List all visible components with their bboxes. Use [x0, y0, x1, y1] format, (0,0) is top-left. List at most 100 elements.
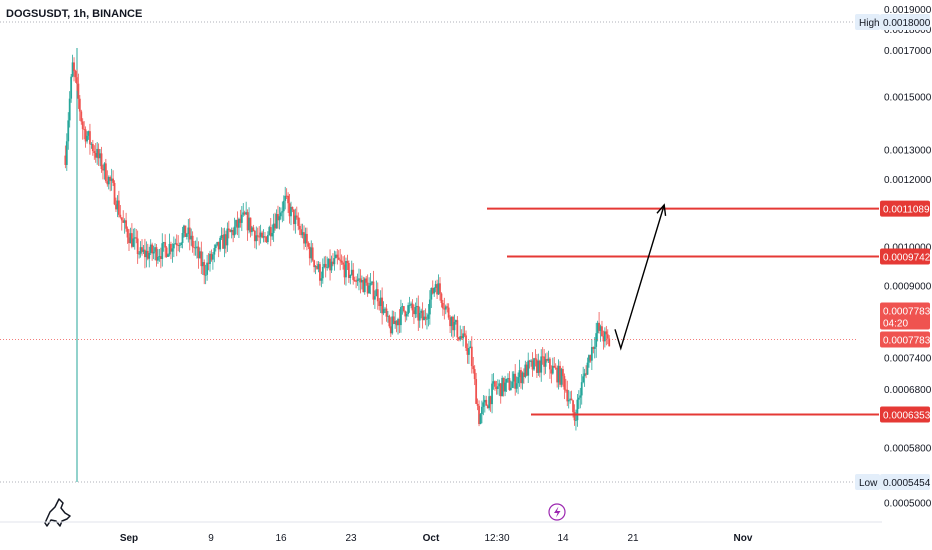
candle-body — [371, 281, 373, 283]
candle-body — [115, 204, 117, 210]
candle-body — [546, 358, 548, 361]
candle-body — [230, 230, 233, 232]
candle-body — [605, 331, 608, 335]
candle-body — [152, 251, 155, 254]
candle-body — [323, 263, 326, 268]
candle-body — [352, 269, 355, 280]
candle-body — [128, 237, 130, 244]
candle-body — [198, 251, 201, 258]
candle-body — [200, 251, 203, 267]
level-price-badge — [880, 406, 930, 423]
y-tick-label: 0.0017000 — [884, 46, 932, 57]
candle-body — [551, 365, 554, 374]
candle-body — [282, 200, 285, 212]
candle-body — [400, 307, 402, 326]
candle-body — [74, 71, 77, 78]
candle-body — [491, 383, 493, 405]
candle-body — [151, 244, 154, 254]
x-tick-label: 23 — [345, 533, 357, 544]
candle-body — [446, 306, 449, 308]
candle-body — [197, 246, 200, 258]
candle-body — [365, 278, 368, 283]
candle-body — [431, 288, 434, 294]
candle-body — [211, 254, 214, 260]
candle-body — [94, 152, 97, 158]
candle-body — [473, 369, 476, 380]
candle-body — [252, 227, 255, 231]
candle-body — [541, 356, 544, 358]
candle-body — [468, 348, 470, 355]
candle-body — [521, 372, 524, 384]
candle-body — [274, 223, 276, 229]
candle-body — [129, 233, 132, 244]
candle-body — [259, 232, 262, 237]
candle-body — [107, 177, 110, 185]
candle-body — [450, 316, 453, 327]
candle-body — [398, 319, 401, 326]
candle-body — [240, 214, 243, 223]
candle-body — [488, 396, 491, 409]
high-price-label: 0.0018000 — [883, 18, 931, 29]
candle-body — [227, 228, 230, 231]
candle-body — [314, 266, 317, 268]
candle-body — [146, 250, 149, 259]
candle-body — [570, 398, 573, 401]
candle-body — [410, 303, 412, 306]
candle-body — [249, 217, 252, 233]
candle-body — [534, 358, 537, 360]
candle-body — [175, 243, 178, 246]
candle-body — [547, 358, 550, 361]
candle-body — [436, 284, 438, 295]
candle-body — [213, 248, 216, 255]
x-tick-label: 14 — [557, 533, 569, 544]
candle-body — [256, 235, 259, 237]
candle-body — [401, 306, 404, 308]
y-tick-label: 0.0005800 — [884, 444, 932, 455]
candle-body — [582, 376, 585, 383]
candle-body — [465, 335, 467, 348]
high-price-badge — [880, 14, 930, 30]
candle-body — [363, 278, 366, 293]
candle-body — [533, 358, 535, 370]
candle-body — [97, 148, 100, 159]
x-tick-label: 21 — [627, 533, 639, 544]
candle-body — [290, 206, 292, 217]
candle-body — [261, 232, 263, 238]
candle-body — [291, 206, 294, 210]
candle-body — [203, 262, 206, 276]
candle-body — [598, 322, 600, 331]
candle-body — [494, 381, 496, 387]
candle-body — [158, 256, 161, 258]
high-label-badge — [855, 14, 880, 30]
candle-body — [139, 247, 142, 254]
candle-body — [196, 246, 198, 248]
candle-body — [511, 381, 514, 388]
candle-body — [333, 258, 336, 265]
candle-body — [372, 281, 375, 300]
current-price-label: 0.0007783 — [883, 335, 931, 346]
candle-body — [563, 376, 566, 390]
candle-body — [457, 337, 460, 340]
candle-body — [452, 316, 454, 331]
candle-body — [549, 358, 551, 370]
candle-body — [593, 346, 596, 349]
candle-body — [141, 247, 143, 252]
candle-body — [426, 318, 428, 320]
candle-body — [418, 312, 421, 321]
candle-body — [588, 355, 590, 363]
candle-body — [157, 257, 159, 261]
candle-body — [395, 320, 398, 326]
candle-body — [520, 370, 522, 384]
candle-body — [327, 258, 330, 268]
candle-body — [590, 347, 593, 361]
candle-body — [174, 243, 177, 245]
level-price-badge — [880, 248, 930, 265]
candle-body — [564, 389, 567, 391]
candle-body — [592, 347, 595, 349]
candle-body — [266, 235, 269, 243]
candle-body — [172, 243, 175, 249]
candle-body — [509, 387, 512, 390]
y-tick-label: 0.0019000 — [884, 5, 932, 16]
x-tick-label: Sep — [120, 533, 138, 544]
